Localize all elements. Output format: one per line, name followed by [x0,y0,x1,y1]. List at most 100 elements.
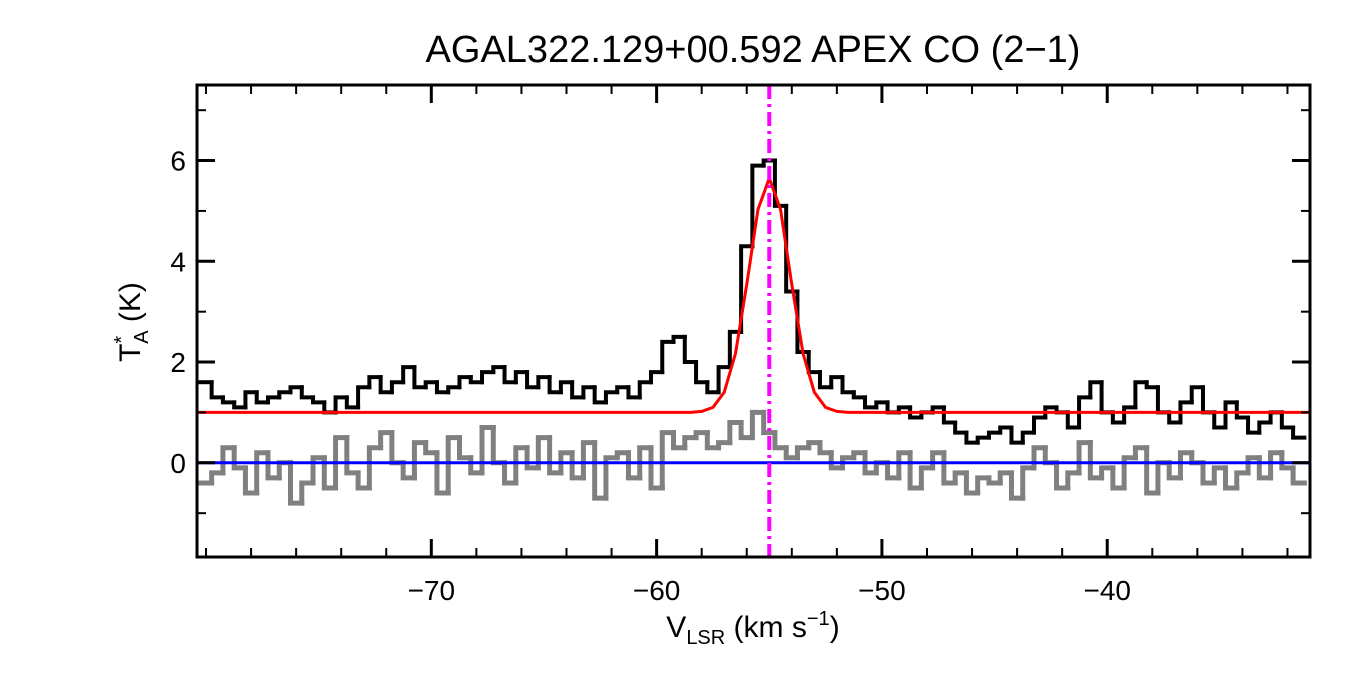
spectrum-channel [1133,380,1149,410]
y-label-end: (K) [114,282,147,330]
spectrum-channel [434,450,451,496]
spectrum-channel [828,450,845,471]
spectrum-channel [355,470,372,491]
spectrum-channel [896,450,913,481]
spectrum-channel [817,440,834,456]
spectrum-channel [1212,410,1228,430]
spectrum-channel [1189,385,1205,405]
spectrum-channel [749,409,767,441]
spectrum-channel [1200,460,1217,486]
spectrum-channel [637,445,654,481]
spectrum-channel [817,370,834,390]
spectrum-channel [242,465,260,496]
spectrum-channel [1177,450,1195,481]
spectrum-channel [648,445,665,491]
spectrum-channel [1268,450,1285,481]
spectrum-channel [1291,425,1307,440]
spectrum-channel [445,435,462,496]
spectrum-channel [1077,395,1093,430]
spectrum-channel [603,455,620,501]
spectrum-channel [997,470,1014,486]
spectrum-channel [547,375,563,395]
spectrum-channel [220,395,237,405]
spectrum-channel [592,440,609,501]
spectrum-channel [232,400,248,410]
spectrum-channel [975,435,991,445]
spectrum-channel [299,385,316,400]
y-label-main: T [114,344,147,362]
spectrum-channel [231,445,248,471]
x-axis-label: VLSR (km s−1) [666,608,839,649]
spectrum-channel [885,460,902,481]
x-label-end: ) [830,611,840,644]
spectrum-channel [806,440,823,451]
spectrum-channel [682,435,699,451]
spectrum-channel [310,455,327,486]
spectrum-channel [513,370,530,385]
spectrum-channel [705,380,721,395]
spectrum-channel [626,385,642,400]
spectrum-channel [344,435,361,476]
spectrum-channel [1020,430,1036,445]
spectrum-channel [378,430,395,451]
spectrum-channel [321,455,339,491]
spectrum-channel [491,365,507,375]
spectrum-channel [851,390,868,400]
spectrum-channel [615,385,631,395]
spectrum-channel [671,430,688,451]
spectrum-channel [389,430,406,466]
spectrum-channel [1065,470,1082,491]
spectrum-channel [400,460,417,481]
spectrum-channel [333,395,349,415]
spectrum-channel [423,380,439,390]
spectrum-channel [1279,450,1296,471]
spectrum-channel [1223,465,1240,491]
chart-title: AGAL322.129+00.592 APEX CO (2−1) [426,29,1081,71]
spectrum-channel [220,445,237,476]
spectrum-channel [794,445,812,461]
spectrum-channel [1234,400,1251,420]
spectrum-channel [333,435,350,491]
spectrum-channel [772,158,789,208]
spectrum-channel [614,450,631,461]
spectrum-channel [1178,400,1194,425]
spectrum-channel [592,385,608,405]
spectrum-channel [953,420,969,435]
spectrum-channel [637,380,653,400]
spectrum-channel [389,380,406,395]
spectrum-channel [480,370,496,385]
spectrum-channel [1290,465,1307,486]
spectrum-channel [581,385,597,400]
spectrum-channel [490,425,508,466]
spectrum-channel [446,385,462,395]
spectrum-channel [288,385,304,395]
spectrum-channel [265,395,282,405]
spectrum-channel [457,375,473,390]
spectrum-channel [930,405,946,415]
spectrum-channel [750,163,766,249]
plot-area [197,85,1310,557]
spectrum-channel [412,365,428,390]
spectrum-channel [840,375,856,395]
spectrum-channel [682,334,699,365]
spectrum-channel [693,430,710,441]
spectrum-channel [1279,410,1296,430]
spectrum-channel [660,339,676,375]
spectrum-channel [277,390,293,400]
spectrum-channel [851,450,868,461]
spectrum-channel [1032,415,1048,435]
spectrum-channel [1256,455,1274,481]
spectrum-channel [502,365,518,385]
x-tick-label: −60 [633,575,681,606]
spectrum-channel [603,390,620,405]
spectrum-channel [367,375,383,390]
spectrum-channel [243,390,259,410]
spectrum-channel [1110,410,1127,425]
spectrum-channel [1121,455,1138,491]
spectrum-channel [863,395,879,410]
spectrum-channel [952,470,969,486]
plot-frame [195,83,1312,559]
x-tick-label: −70 [408,575,456,606]
spectrum-channel [1122,405,1138,425]
spectrum-channel [209,470,226,486]
